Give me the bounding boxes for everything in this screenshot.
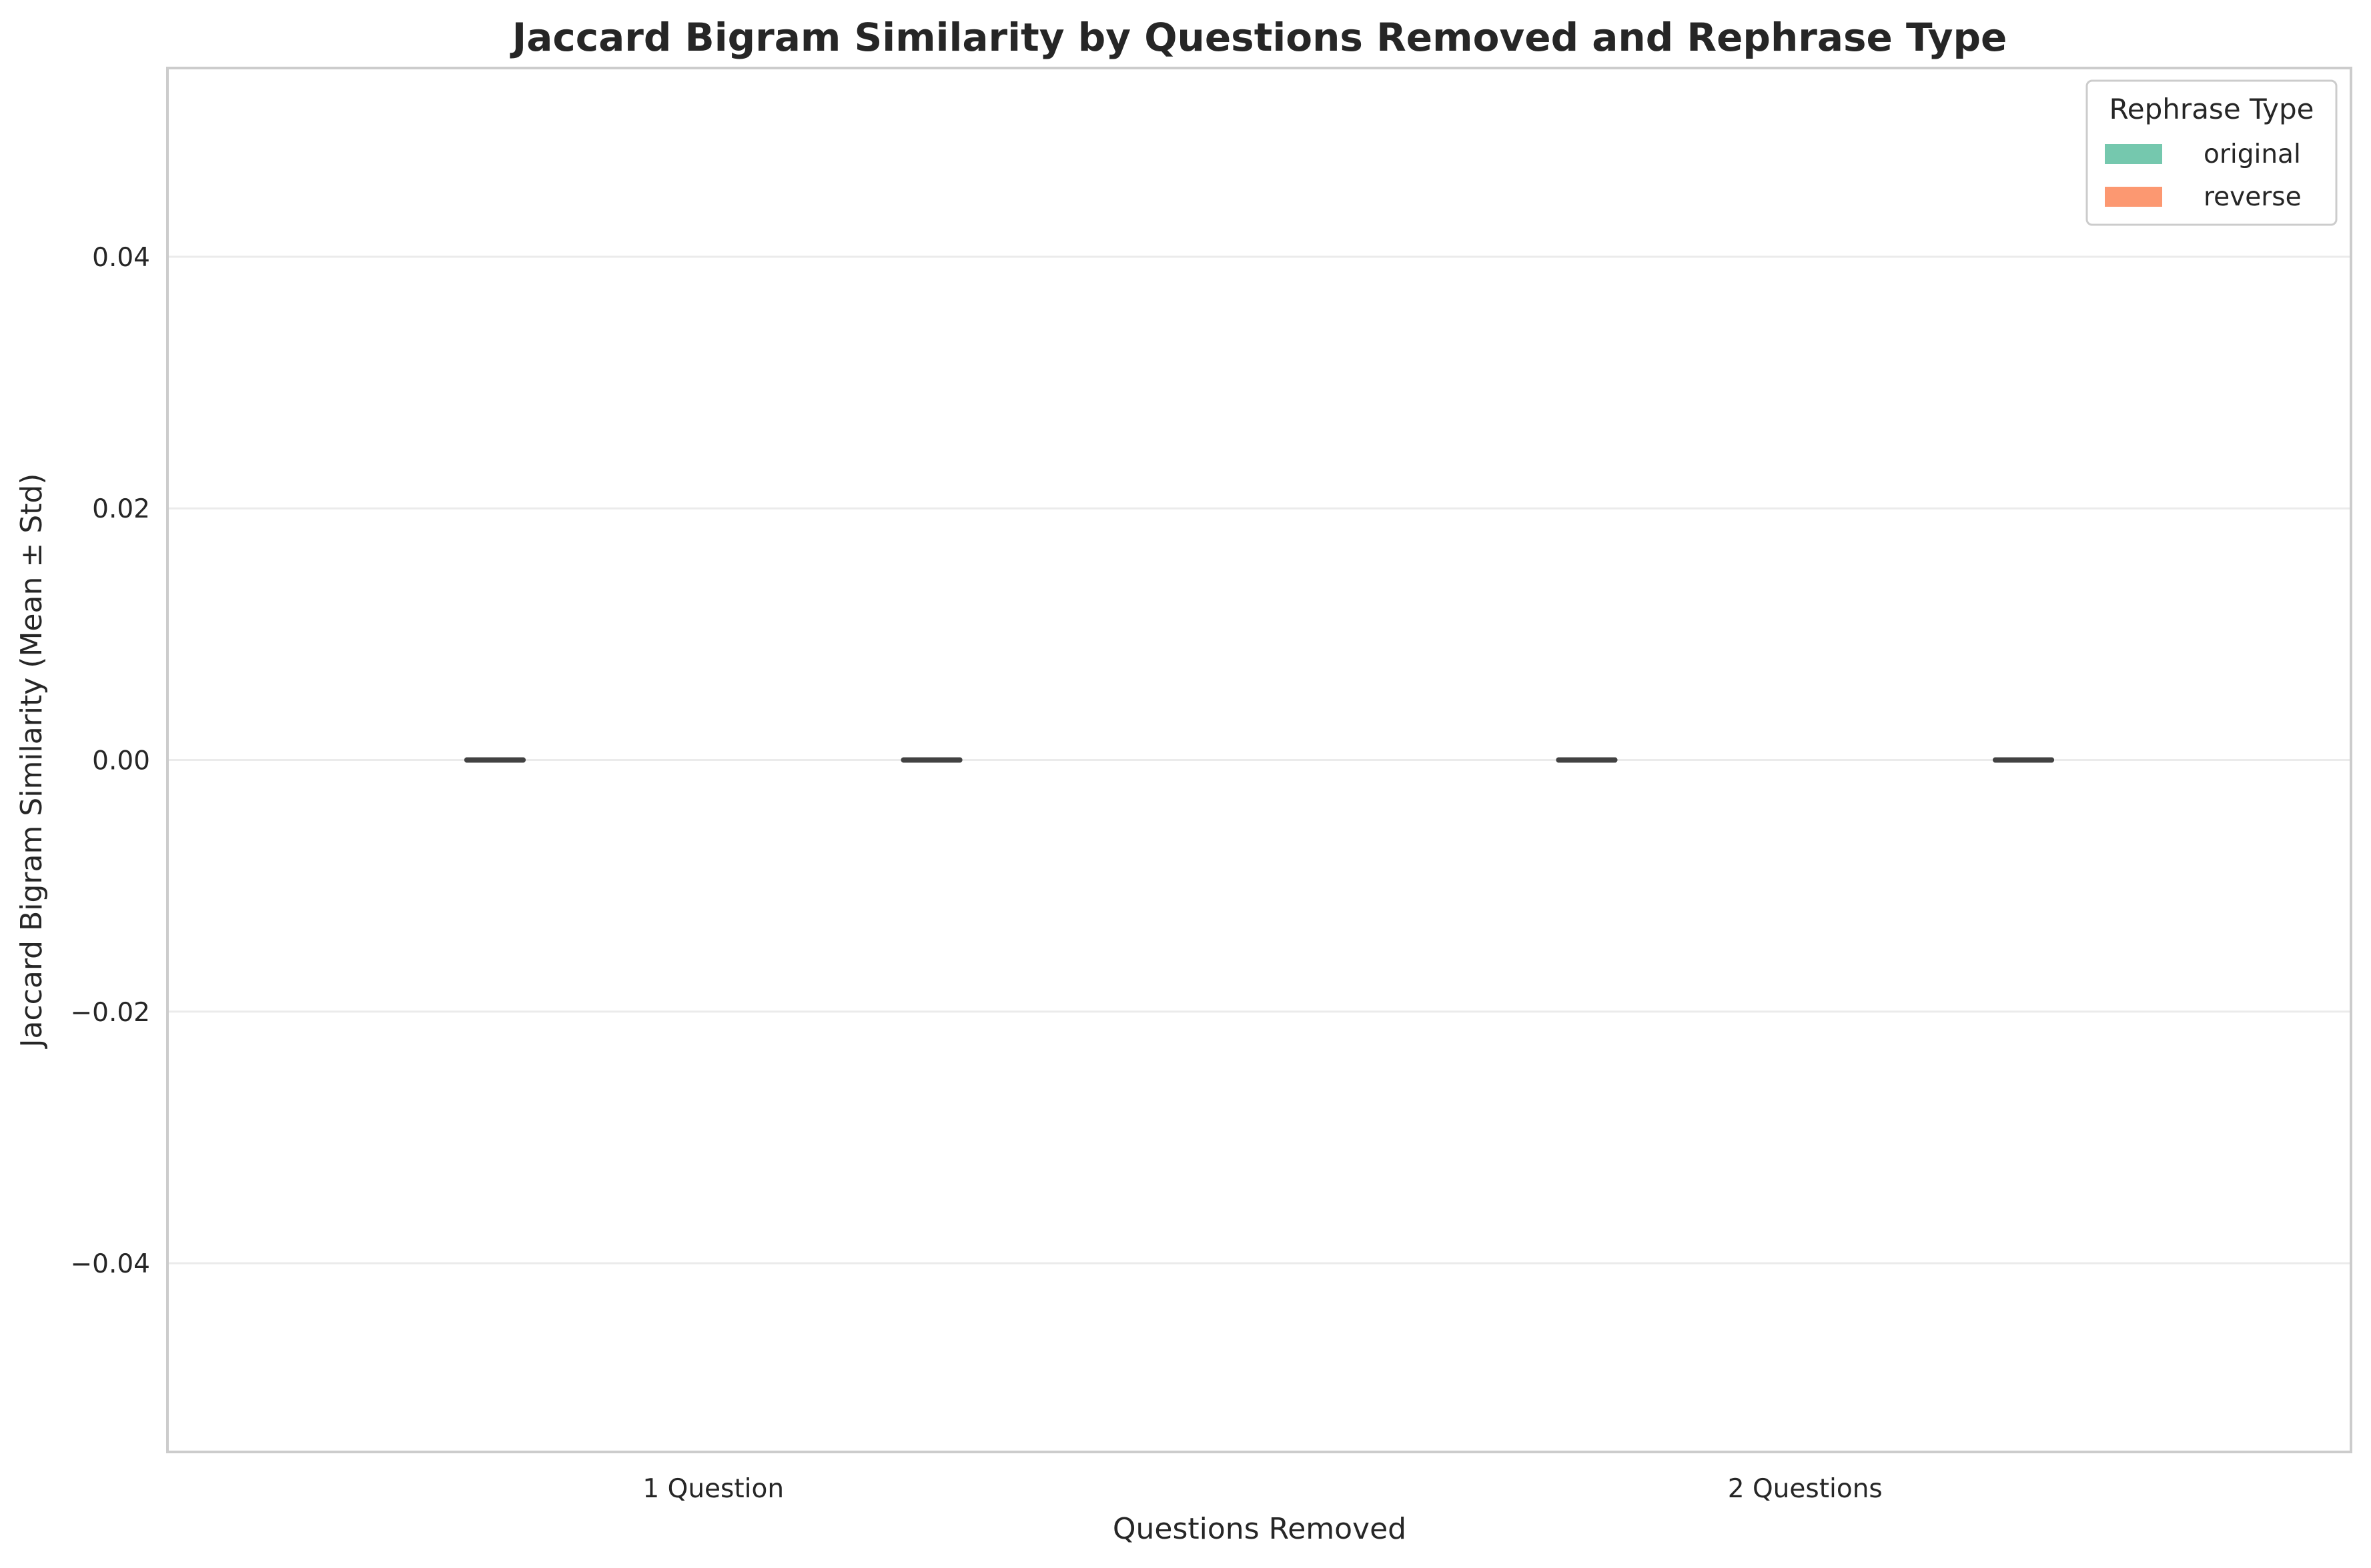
y-tick-labels: −0.04 −0.02 0.00 0.02 0.04 xyxy=(70,243,150,1279)
chart-title: Jaccard Bigram Similarity by Questions R… xyxy=(510,15,2007,60)
y-tick-label: −0.04 xyxy=(70,1249,150,1279)
plot-frame xyxy=(166,67,2352,1453)
x-axis-label: Questions Removed xyxy=(1113,1512,1406,1546)
y-tick-label: 0.04 xyxy=(92,243,150,273)
legend-swatch-reverse xyxy=(2105,187,2162,207)
legend-label-reverse: reverse xyxy=(2204,182,2302,212)
legend-label-original: original xyxy=(2204,139,2301,169)
x-tick-label: 2 Questions xyxy=(1728,1474,1883,1504)
y-tick-label: 0.02 xyxy=(92,494,150,524)
legend-title: Rephrase Type xyxy=(2109,93,2314,125)
legend: Rephrase Type original reverse xyxy=(2085,79,2338,226)
y-tick-label: 0.00 xyxy=(92,746,150,776)
y-axis-label: Jaccard Bigram Similarity (Mean ± Std) xyxy=(15,474,49,1050)
x-tick-label: 1 Question xyxy=(642,1474,784,1504)
y-tick-label: −0.02 xyxy=(70,998,150,1028)
legend-swatch-original xyxy=(2105,144,2162,164)
x-tick-labels: 1 Question 2 Questions xyxy=(642,1474,1882,1504)
